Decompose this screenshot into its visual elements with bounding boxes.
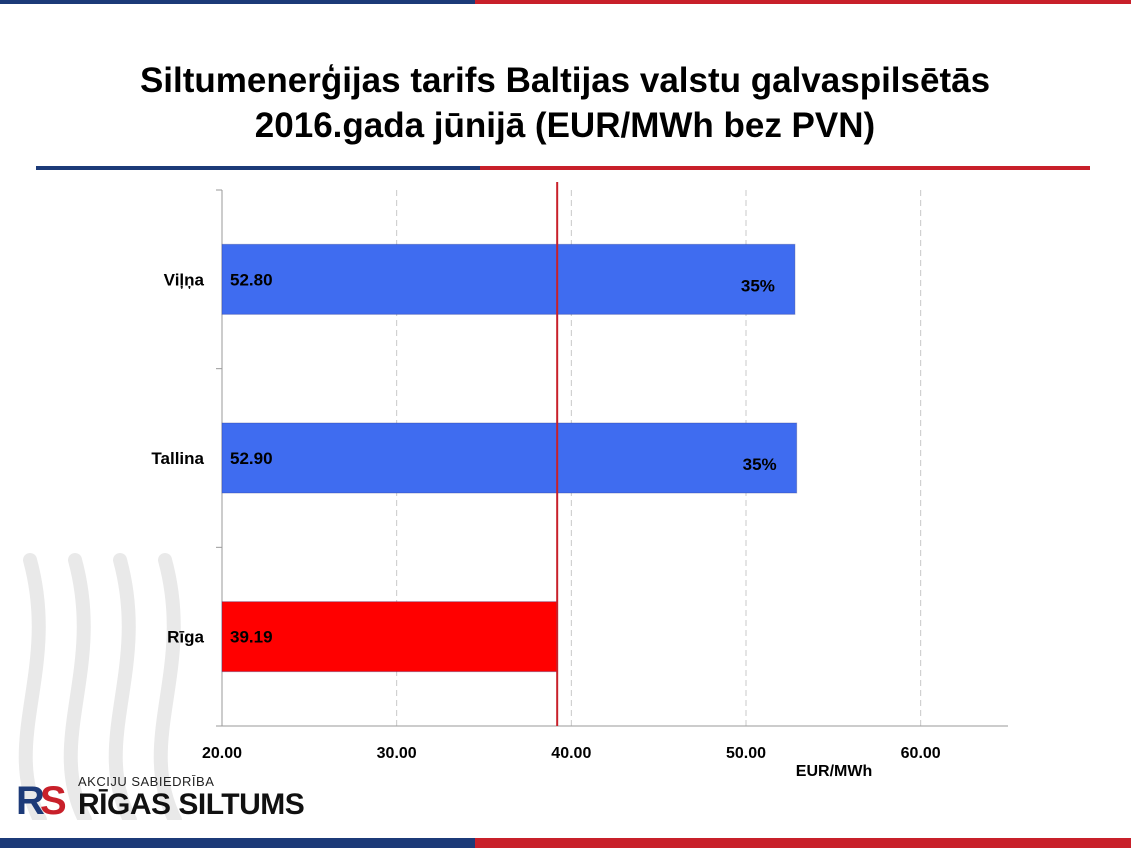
chart-title-line2: 2016.gada jūnijā (EUR/MWh bez PVN) <box>254 106 876 145</box>
value-label: 52.90 <box>230 449 273 468</box>
bar <box>221 422 798 494</box>
top-accent-red <box>475 0 1131 4</box>
flame-watermark <box>18 553 182 820</box>
top-accent-blue <box>0 0 475 4</box>
chart-title-line1: Siltumenerģijas tarifs Baltijas valstu g… <box>139 61 991 100</box>
bar <box>221 601 558 673</box>
value-label: 52.80 <box>230 270 273 289</box>
svg-text:S: S <box>40 779 67 820</box>
logo-subtitle: AKCIJU SABIEDRĪBA <box>78 774 215 789</box>
title-divider-blue <box>36 166 480 170</box>
title-divider-red <box>480 166 1090 170</box>
bar <box>221 243 796 315</box>
x-tick-label: 40.00 <box>551 745 591 762</box>
category-label: Rīga <box>167 628 204 647</box>
top-accent-bar <box>0 0 1131 4</box>
percent-label: 35% <box>741 276 775 295</box>
svg-text:R: R <box>16 779 45 820</box>
x-tick-label: 30.00 <box>377 745 417 762</box>
title-divider <box>36 166 1090 170</box>
percent-label: 35% <box>743 455 777 474</box>
category-label: Tallina <box>151 449 204 468</box>
chart-title: Siltumenerģijas tarifs Baltijas valstu g… <box>40 58 1090 148</box>
x-tick-label: 60.00 <box>901 745 941 762</box>
bottom-accent-bar <box>0 838 1131 848</box>
x-tick-label: 20.00 <box>202 745 242 762</box>
bottom-accent-red <box>475 838 1131 848</box>
category-label: Viļņa <box>164 270 205 289</box>
logo-name: RĪGAS SILTUMS <box>78 788 305 821</box>
company-logo: R S AKCIJU SABIEDRĪBA RĪGAS SILTUMS <box>16 772 346 822</box>
value-label: 39.19 <box>230 628 273 647</box>
rs-logo-mark-icon: R S <box>16 779 67 820</box>
bottom-accent-blue <box>0 838 475 848</box>
x-axis-label: EUR/MWh <box>796 763 872 780</box>
x-tick-label: 50.00 <box>726 745 766 762</box>
